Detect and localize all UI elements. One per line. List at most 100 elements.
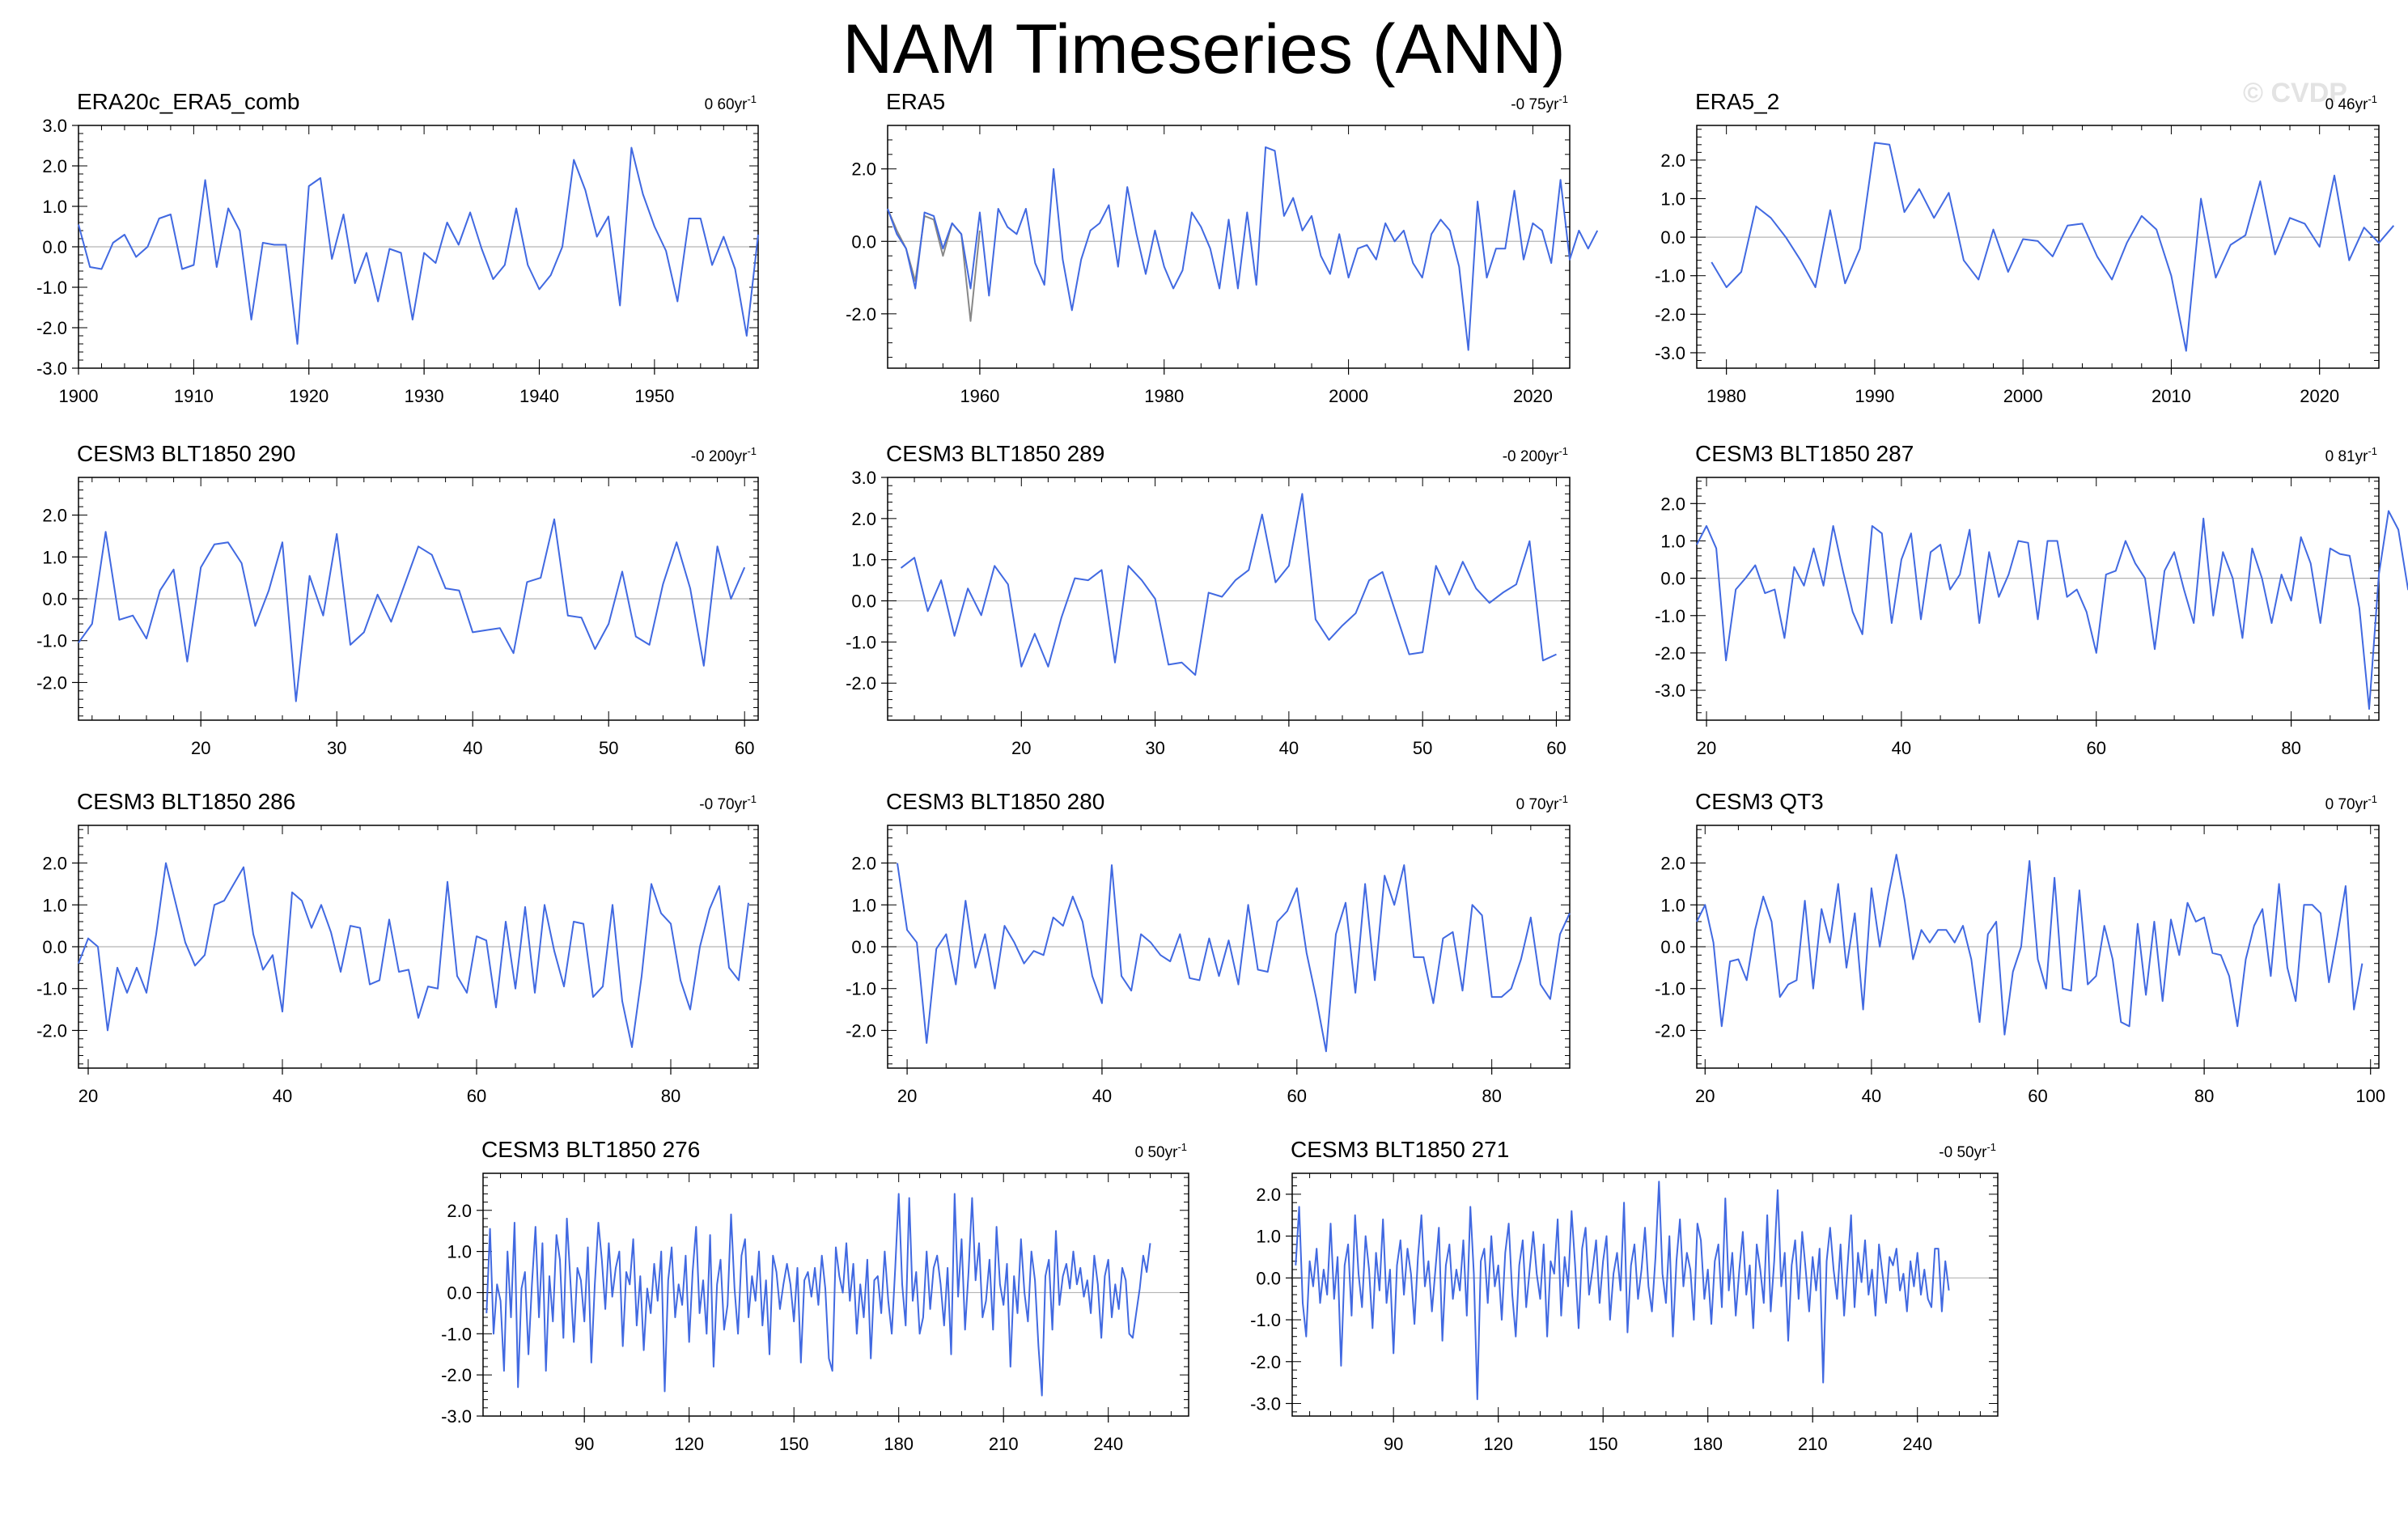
series-line: [1696, 510, 2408, 710]
x-tick-label: 20: [897, 1086, 917, 1106]
page-title: NAM Timeseries (ANN): [842, 11, 1566, 88]
y-tick-label: -2.0: [36, 1020, 67, 1041]
x-tick-label: 20: [1011, 738, 1031, 758]
x-tick-label: 60: [2087, 738, 2106, 758]
plot-frame: [1696, 477, 2380, 721]
x-tick-label: 40: [1862, 1086, 1881, 1106]
chart-panel-2: ERA5 -0 75yr-1 -2.0 0.0 2.0 1960 1980 2000 2020: [846, 89, 1599, 406]
y-tick-label: 2.0: [1660, 854, 1685, 874]
x-tick-label: 2020: [1513, 386, 1553, 406]
y-tick-label: 1.0: [851, 550, 876, 570]
x-tick-label: 60: [1287, 1086, 1307, 1106]
y-tick-label: -1.0: [36, 979, 67, 999]
y-tick-label: 2.0: [851, 509, 876, 529]
chart-panel-3: ERA5_2 0 46yr-1 -3.0 -2.0 -1.0 0.0 1.0 2.0 1980 1…: [1655, 89, 2395, 406]
x-tick-label: 1960: [960, 386, 999, 406]
x-tick-label: 20: [78, 1086, 98, 1106]
x-tick-label: 80: [1482, 1086, 1501, 1106]
y-tick-label: -3.0: [36, 358, 67, 379]
x-tick-label: 60: [735, 738, 754, 758]
x-tick-label: 2010: [2152, 386, 2191, 406]
chart-panel-4: CESM3 BLT1850 290 -0 200yr-1 -2.0 -1.0 0.0 1.…: [36, 441, 759, 758]
x-tick-label: 60: [467, 1086, 486, 1106]
x-tick-label: 100: [2355, 1086, 2385, 1106]
y-tick-label: 1.0: [42, 547, 67, 567]
y-tick-label: 0.0: [1660, 937, 1685, 957]
panel-title: CESM3 QT3: [1695, 789, 1824, 814]
x-tick-label: 120: [1483, 1434, 1513, 1454]
y-tick-label: 0.0: [851, 231, 876, 252]
trend-label: -0 50yr-1: [1939, 1141, 1996, 1161]
y-tick-label: 0.0: [851, 937, 876, 957]
x-tick-label: 1930: [405, 386, 444, 406]
y-tick-label: 1.0: [1660, 895, 1685, 915]
chart-panel-11: CESM3 BLT1850 271 -0 50yr-1 -3.0 -2.0 -1.0 0.…: [1250, 1137, 1999, 1454]
y-tick-label: 2.0: [42, 156, 67, 176]
chart-panel-9: CESM3 QT3 0 70yr-1 -2.0 -1.0 0.0 1.0 2.0 20 40 60…: [1655, 789, 2385, 1106]
x-tick-label: 80: [661, 1086, 680, 1106]
series-line: [78, 862, 749, 1049]
panel-title: CESM3 BLT1850 286: [77, 789, 295, 814]
chart-panel-1: ERA20c_ERA5_comb 0 60yr-1 -3.0 -2.0 -1.0 0.0 1…: [36, 89, 759, 406]
x-tick-label: 60: [2028, 1086, 2047, 1106]
y-tick-label: 2.0: [851, 854, 876, 874]
y-tick-label: -1.0: [846, 632, 876, 652]
x-tick-label: 2020: [2300, 386, 2339, 406]
plot-frame: [887, 125, 1571, 369]
x-tick-label: 1980: [1706, 386, 1746, 406]
y-tick-label: -3.0: [1655, 681, 1685, 701]
x-tick-label: 240: [1093, 1434, 1123, 1454]
y-tick-label: 0.0: [447, 1283, 472, 1303]
chart-panel-7: CESM3 BLT1850 286 -0 70yr-1 -2.0 -1.0 0.0 1.0…: [36, 789, 759, 1106]
y-tick-label: -3.0: [441, 1406, 472, 1427]
y-tick-label: 3.0: [42, 116, 67, 136]
watermark: © CVDP: [2243, 78, 2347, 108]
x-tick-label: 1950: [634, 386, 674, 406]
x-tick-label: 30: [1145, 738, 1164, 758]
y-tick-label: -1.0: [441, 1324, 472, 1344]
y-tick-label: 1.0: [1256, 1227, 1281, 1247]
x-tick-label: 1980: [1144, 386, 1184, 406]
trend-label: -0 200yr-1: [1503, 445, 1568, 465]
y-tick-label: 2.0: [447, 1201, 472, 1221]
x-tick-label: 90: [1384, 1434, 1403, 1454]
chart-panel-6: CESM3 BLT1850 287 0 81yr-1 -3.0 -2.0 -1.0 0.0…: [1655, 441, 2408, 758]
y-tick-label: 1.0: [42, 895, 67, 915]
x-tick-label: 2000: [1329, 386, 1368, 406]
x-tick-label: 1990: [1855, 386, 1894, 406]
x-tick-label: 2000: [2003, 386, 2043, 406]
panel-title: CESM3 BLT1850 280: [886, 789, 1104, 814]
trend-label: -0 75yr-1: [1511, 93, 1568, 113]
x-tick-label: 1910: [174, 386, 214, 406]
chart-panel-8: CESM3 BLT1850 280 0 70yr-1 -2.0 -1.0 0.0 1.0 2…: [846, 789, 1571, 1106]
x-tick-label: 180: [1693, 1434, 1723, 1454]
x-tick-label: 80: [2194, 1086, 2214, 1106]
y-tick-label: -2.0: [1655, 643, 1685, 664]
y-tick-label: -3.0: [1655, 343, 1685, 363]
series-line: [485, 1193, 1151, 1397]
panel-title: CESM3 BLT1850 287: [1695, 441, 1914, 466]
series-line: [887, 146, 1599, 351]
x-tick-label: 80: [2281, 738, 2300, 758]
x-tick-label: 1920: [289, 386, 329, 406]
x-tick-label: 90: [574, 1434, 594, 1454]
y-tick-label: 0.0: [42, 937, 67, 957]
x-tick-label: 30: [327, 738, 346, 758]
trend-label: -0 70yr-1: [699, 793, 757, 813]
y-tick-label: -1.0: [1655, 266, 1685, 286]
y-tick-label: 2.0: [42, 506, 67, 526]
y-tick-label: 2.0: [1660, 494, 1685, 514]
y-tick-label: -1.0: [1655, 979, 1685, 999]
trend-label: 0 50yr-1: [1135, 1141, 1187, 1161]
y-tick-label: -2.0: [846, 304, 876, 324]
plot-frame: [1696, 125, 2380, 369]
y-tick-label: -2.0: [1655, 1020, 1685, 1041]
y-tick-label: 1.0: [42, 197, 67, 217]
x-tick-label: 40: [1279, 738, 1299, 758]
y-tick-label: 0.0: [1256, 1268, 1281, 1288]
x-tick-label: 40: [1092, 1086, 1112, 1106]
y-tick-label: 1.0: [851, 895, 876, 915]
y-tick-label: -1.0: [846, 979, 876, 999]
trend-label: 0 70yr-1: [2325, 793, 2377, 813]
